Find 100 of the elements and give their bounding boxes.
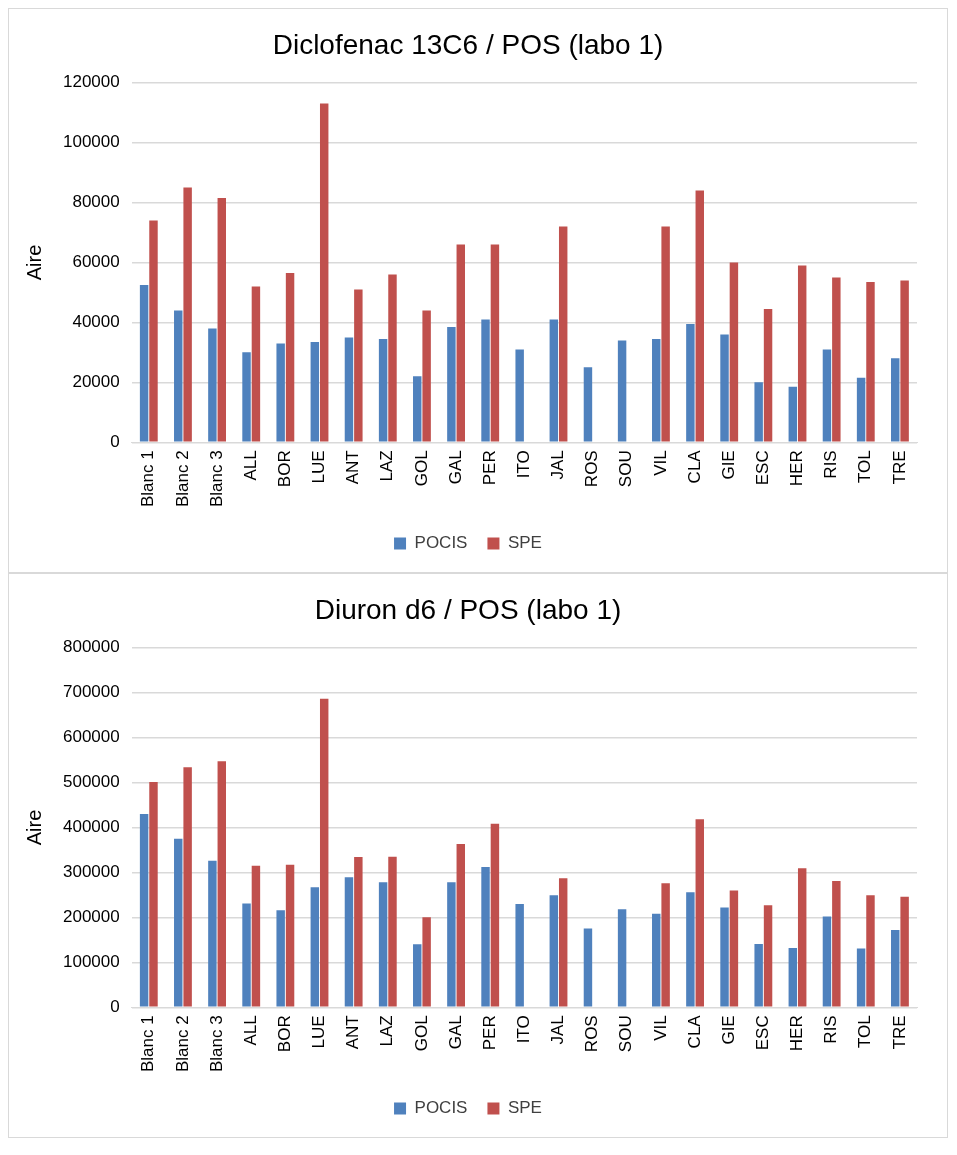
bar (242, 903, 251, 1007)
x-tick-label: GIE (718, 1015, 738, 1045)
bar (344, 337, 354, 442)
bar (149, 782, 158, 1007)
bar (652, 913, 661, 1007)
x-tick-label: RIS (821, 1015, 841, 1044)
y-tick-label: 100000 (62, 132, 120, 152)
bar (217, 761, 226, 1007)
bar (251, 865, 261, 1007)
x-tick-label: GAL (445, 1015, 465, 1050)
bar (891, 358, 900, 442)
x-tick-label: LAZ (377, 1015, 397, 1047)
x-tick-label: Blanc 3 (206, 1015, 226, 1072)
bar (856, 948, 866, 1007)
y-tick-label: 800000 (62, 637, 120, 657)
bar (754, 382, 763, 442)
bar (174, 310, 183, 442)
bar (319, 103, 329, 442)
x-tick-label: ESC (753, 450, 773, 486)
bar (900, 896, 909, 1007)
bar (139, 284, 149, 442)
x-tick-label: LUE (309, 1015, 329, 1049)
bar (797, 265, 807, 442)
bar (413, 944, 422, 1007)
bar (285, 272, 295, 442)
y-tick-label: 60000 (72, 252, 120, 272)
x-tick-label: CLA (684, 1014, 704, 1049)
bar (652, 338, 661, 442)
x-tick-label: LAZ (377, 450, 397, 482)
x-tick-label: ESC (753, 1015, 773, 1051)
x-tick-label: JAL (548, 1015, 568, 1045)
x-tick-label: GIE (718, 450, 738, 480)
bar (720, 334, 729, 442)
x-tick-label: TOL (855, 1015, 875, 1049)
bar (583, 367, 593, 442)
bar (422, 310, 431, 442)
x-tick-label: TRE (889, 450, 909, 485)
y-tick-label: 500000 (62, 772, 120, 792)
bar (729, 262, 739, 442)
bar (763, 905, 773, 1007)
bar (720, 907, 729, 1007)
x-tick-label: HER (787, 450, 807, 487)
bar (310, 341, 320, 442)
legend-label: SPE (507, 533, 542, 553)
x-tick-label: Blanc 1 (138, 1015, 158, 1072)
bar (378, 882, 388, 1007)
x-tick-label: ROS (582, 450, 602, 488)
bar (788, 947, 798, 1007)
bar (754, 943, 763, 1007)
x-tick-label: ITO (514, 450, 534, 479)
bar (686, 892, 695, 1007)
x-tick-label: SOU (616, 450, 636, 488)
y-tick-label: 20000 (72, 372, 120, 392)
x-tick-label: CLA (684, 449, 704, 484)
bar (319, 698, 329, 1007)
bar (695, 190, 704, 442)
y-tick-label: 200000 (62, 907, 120, 927)
x-tick-label: BOR (275, 1015, 295, 1053)
bar (456, 844, 465, 1007)
legend-label: POCIS (414, 1098, 468, 1118)
bar (695, 819, 704, 1007)
bar (208, 860, 217, 1007)
y-tick-label: 400000 (62, 817, 120, 837)
x-tick-label: BOR (275, 450, 295, 488)
x-tick-label: TRE (889, 1015, 909, 1050)
bar (900, 280, 909, 442)
bar (558, 878, 568, 1007)
x-tick-label: HER (787, 1015, 807, 1052)
bar (788, 386, 798, 442)
y-tick-label: 40000 (72, 312, 120, 332)
bar (276, 343, 285, 442)
bar (549, 895, 559, 1007)
x-tick-label: Blanc 2 (172, 450, 192, 507)
y-tick-label: 0 (110, 996, 120, 1016)
x-tick-label: LUE (309, 450, 329, 484)
x-tick-label: TOL (855, 450, 875, 484)
bar (866, 281, 875, 442)
bar (856, 377, 866, 442)
chart-title: Diclofenac 13C6 / POS (labo 1) (272, 28, 664, 60)
bar (515, 349, 524, 442)
bar (583, 928, 593, 1007)
bar (174, 838, 183, 1007)
bar (447, 882, 456, 1007)
bar (891, 929, 900, 1007)
bar (139, 813, 149, 1007)
x-tick-label: VIL (650, 450, 670, 476)
bar (344, 877, 354, 1007)
y-tick-label: 80000 (72, 192, 120, 212)
chart-title: Diuron d6 / POS (labo 1) (314, 593, 622, 625)
legend-label: POCIS (414, 533, 468, 553)
bar (515, 903, 524, 1007)
bar (832, 277, 841, 442)
bar (490, 244, 500, 442)
bar (413, 376, 422, 442)
bar (661, 226, 670, 442)
x-tick-label: GOL (411, 450, 431, 487)
bar (822, 349, 832, 442)
y-axis-title: Aire (22, 244, 45, 281)
x-tick-label: ITO (514, 1015, 534, 1044)
bar (388, 856, 397, 1007)
